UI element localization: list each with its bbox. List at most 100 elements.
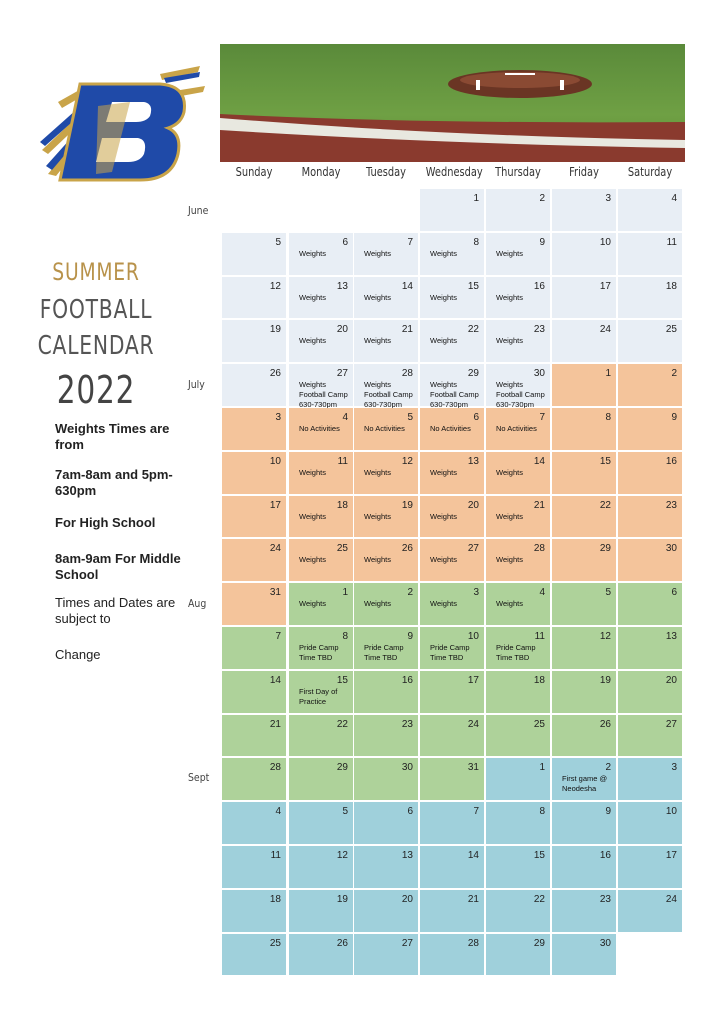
calendar-day-cell: 31 bbox=[420, 758, 484, 801]
day-number: 21 bbox=[401, 324, 413, 336]
calendar-day-cell: 30 bbox=[354, 758, 418, 801]
day-number: 16 bbox=[665, 455, 677, 467]
day-number: 2 bbox=[605, 762, 611, 774]
day-number: 7 bbox=[407, 236, 413, 248]
day-number: 6 bbox=[342, 236, 348, 248]
day-number: 11 bbox=[534, 631, 545, 642]
day-number: 10 bbox=[467, 631, 479, 642]
calendar-day-cell: 11 bbox=[618, 232, 682, 275]
calendar-day-cell: 12 bbox=[552, 627, 616, 669]
day-number: 14 bbox=[533, 455, 545, 467]
day-number: 6 bbox=[407, 806, 413, 818]
calendar-day-cell: 9 Pride Camp Time TBD bbox=[354, 627, 418, 669]
calendar-day-cell: 13 Weights bbox=[289, 276, 353, 319]
day-number: 21 bbox=[269, 718, 281, 730]
day-event: No Activities bbox=[364, 424, 405, 433]
calendar-day-cell: 3 bbox=[222, 408, 286, 450]
day-number: 30 bbox=[533, 368, 545, 380]
day-number: 20 bbox=[401, 893, 413, 905]
day-number: 15 bbox=[533, 850, 545, 861]
day-event: Weights bbox=[299, 336, 326, 346]
day-number: 21 bbox=[467, 893, 479, 905]
day-number: 9 bbox=[605, 806, 611, 818]
calendar-day-cell: 9 bbox=[552, 802, 616, 844]
day-event: Weights bbox=[496, 511, 523, 521]
calendar-day-cell: 29 bbox=[552, 539, 616, 582]
day-number: 18 bbox=[336, 499, 348, 511]
day-number: 2 bbox=[671, 368, 677, 380]
calendar-day-cell: 29 bbox=[289, 758, 353, 801]
day-number: 17 bbox=[599, 280, 611, 292]
day-number: 5 bbox=[342, 806, 348, 818]
day-number: 1 bbox=[605, 368, 611, 380]
day-number: 29 bbox=[336, 762, 348, 774]
calendar-day-cell: 8 bbox=[486, 802, 550, 844]
day-number: 8 bbox=[605, 412, 611, 423]
day-event: Pride Camp Time TBD bbox=[299, 643, 339, 662]
calendar-day-cell: 24 bbox=[222, 539, 286, 582]
day-number: 15 bbox=[599, 455, 611, 467]
calendar-day-cell: 9 Weights bbox=[486, 232, 550, 275]
day-number: 12 bbox=[599, 631, 611, 642]
calendar-day-cell: 23 bbox=[618, 495, 682, 538]
note-line: 8am-9am For Middle School bbox=[55, 551, 181, 582]
calendar-day-cell: 13 bbox=[618, 627, 682, 669]
day-number: 7 bbox=[539, 412, 545, 423]
calendar-day-cell: 8 Pride Camp Time TBD bbox=[289, 627, 353, 669]
day-number: 11 bbox=[666, 236, 677, 248]
day-number: 13 bbox=[467, 455, 479, 467]
day-event: Weights bbox=[299, 599, 326, 609]
calendar-day-cell: 5 bbox=[222, 232, 286, 275]
day-number: 3 bbox=[473, 587, 479, 599]
day-number: 16 bbox=[599, 850, 611, 861]
day-event: Weights bbox=[364, 555, 391, 565]
day-number: 8 bbox=[342, 631, 348, 642]
calendar-day-cell: 2 Weights bbox=[354, 583, 418, 625]
day-number: 7 bbox=[473, 806, 479, 818]
day-number: 3 bbox=[605, 193, 611, 204]
calendar-day-cell: 27 Weights Football Camp 630-730pm bbox=[289, 364, 353, 409]
calendar-day-cell: 10 bbox=[552, 232, 616, 275]
calendar-day-cell: 27 Weights bbox=[420, 539, 484, 582]
calendar-day-cell: 4 No Activities bbox=[289, 408, 353, 450]
day-event: No Activities bbox=[496, 424, 537, 433]
calendar-day-cell: 14 bbox=[420, 846, 484, 888]
day-event: Weights bbox=[364, 511, 391, 521]
day-number: 24 bbox=[269, 543, 281, 555]
day-number: 26 bbox=[336, 937, 348, 949]
day-number: 8 bbox=[539, 806, 545, 818]
calendar-day-cell: 21 bbox=[420, 889, 484, 932]
calendar-day-cell: 21 Weights bbox=[486, 495, 550, 538]
calendar-day-cell: 26 bbox=[222, 364, 286, 406]
day-number: 27 bbox=[401, 937, 413, 949]
month-label: Aug bbox=[188, 597, 207, 610]
day-event: Weights bbox=[430, 467, 457, 477]
calendar-day-cell: 23 bbox=[354, 714, 418, 757]
day-number: 30 bbox=[665, 543, 677, 555]
calendar-day-cell: 28 Weights Football Camp 630-730pm bbox=[354, 364, 418, 409]
calendar-day-cell: 10 bbox=[222, 451, 286, 494]
calendar-day-cell: 26 bbox=[552, 714, 616, 757]
calendar-day-cell: 30 Weights Football Camp 630-730pm bbox=[486, 364, 550, 409]
calendar-day-cell: 19 bbox=[222, 320, 286, 363]
calendar-day-cell: 17 bbox=[420, 670, 484, 713]
calendar-day-cell: 18 bbox=[222, 889, 286, 932]
calendar-day-cell: 14 Weights bbox=[486, 451, 550, 494]
calendar-day-cell: 19 Weights bbox=[354, 495, 418, 538]
calendar-day-cell: 18 bbox=[486, 670, 550, 713]
day-number: 19 bbox=[599, 674, 611, 686]
day-number: 14 bbox=[401, 280, 413, 292]
day-event: Weights bbox=[496, 336, 523, 346]
day-event: Weights bbox=[364, 292, 391, 302]
day-number: 27 bbox=[665, 718, 677, 730]
day-number: 6 bbox=[671, 587, 677, 599]
calendar-day-cell: 30 bbox=[552, 933, 616, 976]
day-event: Weights Football Camp 630-730pm bbox=[496, 380, 545, 410]
calendar-day-cell: 1 bbox=[486, 758, 550, 801]
day-number: 22 bbox=[467, 324, 479, 336]
day-event: Weights bbox=[364, 467, 391, 477]
calendar-day-cell: 27 bbox=[354, 933, 418, 976]
calendar-day-cell: 9 bbox=[618, 408, 682, 450]
day-number: 28 bbox=[269, 762, 281, 774]
month-label: July bbox=[188, 378, 205, 391]
